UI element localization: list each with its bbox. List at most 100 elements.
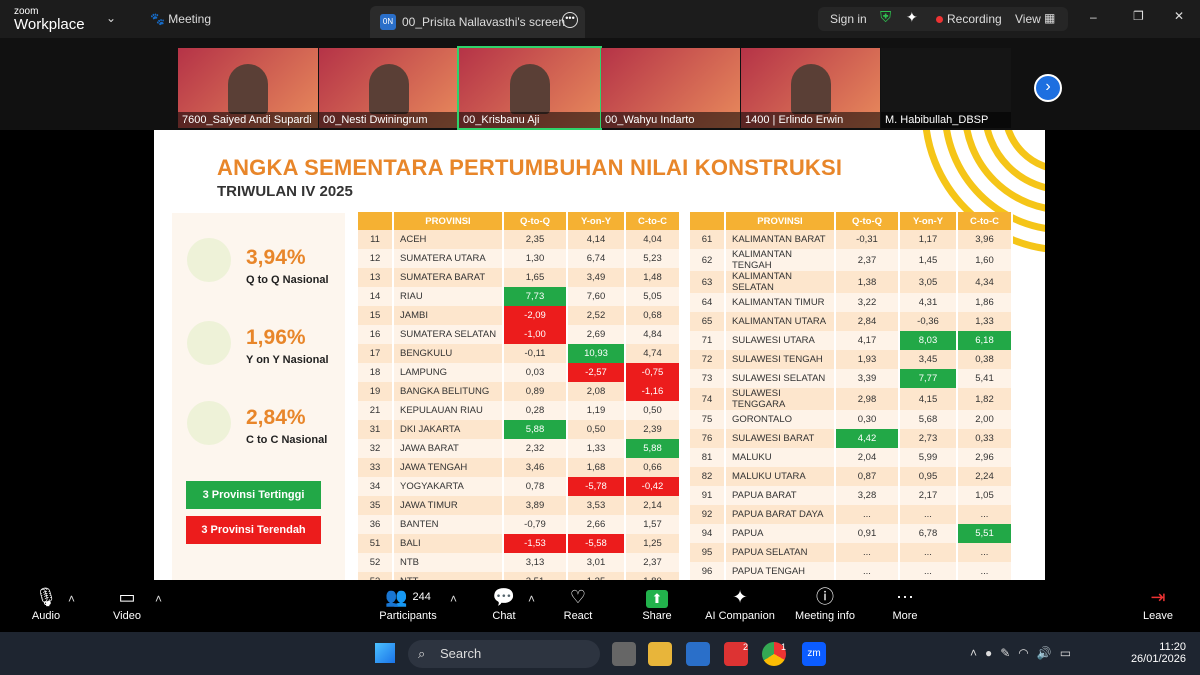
table-cell: -1,16 (625, 382, 681, 401)
table-cell: 0,89 (503, 382, 568, 401)
next-page-chevron-icon[interactable]: › (1034, 74, 1062, 102)
audio-button[interactable]: 🎙 Audio (6, 580, 86, 622)
table-cell: -2,57 (567, 363, 626, 382)
table-cell: 2,37 (835, 249, 900, 271)
restore-button[interactable]: ❐ (1133, 9, 1144, 23)
table-cell: RIAU (393, 287, 504, 306)
table-cell: 1,48 (625, 268, 681, 287)
windows-start-icon[interactable] (375, 643, 395, 663)
table-row: 72 SULAWESI TENGAH 1,93 3,45 0,38 (690, 350, 1013, 369)
table-cell: KALIMANTAN SELATAN (725, 271, 836, 293)
table-cell: 51 (358, 534, 394, 553)
table-cell: 1,86 (957, 293, 1013, 312)
table-cell: 0,50 (625, 401, 681, 420)
table-cell: 1,45 (899, 249, 958, 271)
table-cell: 2,04 (835, 448, 900, 467)
table-cell: 61 (690, 230, 726, 249)
table-cell: MALUKU UTARA (725, 467, 836, 486)
table-cell: KALIMANTAN BARAT (725, 230, 836, 249)
table-cell: JAMBI (393, 306, 504, 325)
table-cell: 1,93 (835, 350, 900, 369)
table-cell: PAPUA SELATAN (725, 543, 836, 562)
ai-companion-button[interactable]: ✦ AI Companion (700, 580, 780, 622)
table-cell: 0,78 (503, 477, 568, 496)
clock[interactable]: 11:20 26/01/2026 (1130, 641, 1186, 665)
chat-chevron-icon[interactable]: ˄ (528, 592, 536, 606)
screen-share-tab[interactable]: 0N 00_Prisita Nallavasthi's screen ••• (370, 6, 585, 38)
table-row: 12 SUMATERA UTARA 1,30 6,74 5,23 (358, 249, 681, 268)
table-row: 36 BANTEN -0,79 2,66 1,57 (358, 515, 681, 534)
shield-check-icon[interactable]: ⛨ (880, 9, 892, 26)
view-button[interactable]: View (1015, 12, 1041, 26)
table-row: 31 DKI JAKARTA 5,88 0,50 2,39 (358, 420, 681, 439)
table-cell: -0,42 (625, 477, 681, 496)
table-cell: 2,51 (503, 572, 568, 580)
participants-chevron-icon[interactable]: ˄ (450, 592, 458, 606)
close-button[interactable]: ✕ (1174, 9, 1185, 23)
windows-taskbar (0, 632, 1200, 675)
table-cell: ... (835, 543, 900, 562)
react-button[interactable]: ♡ React (538, 580, 618, 622)
task-view-icon[interactable] (612, 642, 636, 666)
share-button[interactable]: ⬆ Share (617, 580, 697, 622)
video-button[interactable]: ▭ Video (87, 580, 167, 622)
table-cell: 4,34 (957, 271, 1013, 293)
recording-indicator[interactable]: Recording (947, 12, 1002, 26)
table-cell: 3,13 (503, 553, 568, 572)
table-cell: KALIMANTAN UTARA (725, 312, 836, 331)
table-row: 74 SULAWESI TENGGARA 2,98 4,15 1,82 (690, 388, 1013, 410)
taskbar-search[interactable]: ⌕ Search (408, 640, 600, 668)
more-options-icon[interactable]: ••• (562, 12, 578, 28)
table-row: 53NTT2,511,351,80 (358, 572, 681, 580)
ai-label: AI Companion (705, 610, 775, 622)
meeting-menu[interactable]: 🐾 Meeting (150, 12, 211, 26)
title-bar: zoom Workplace ⌄ 🐾 Meeting 0N 00_Prisita… (0, 0, 1200, 38)
table-cell: -0,75 (625, 363, 681, 382)
defender-icon[interactable] (686, 642, 710, 666)
chevron-down-icon[interactable]: ⌄ (106, 11, 117, 25)
table-row: 76 SULAWESI BARAT 4,42 2,73 0,33 (690, 429, 1013, 448)
system-tray-icons[interactable]: ˄●✎◠🔊▭ (970, 646, 1080, 660)
audio-options-chevron-icon[interactable]: ˄ (68, 592, 76, 606)
participant-name: 00_Nesti Dwiningrum (319, 112, 458, 128)
zoom-logo: zoom (14, 6, 39, 17)
table-cell: DKI JAKARTA (393, 420, 504, 439)
table-cell: JAWA TENGAH (393, 458, 504, 477)
table-cell: -1,00 (503, 325, 568, 344)
table-cell: 82 (690, 467, 726, 486)
chat-button[interactable]: 💬 Chat (464, 580, 544, 622)
participant-tile[interactable]: M. Habibullah_DBSP (881, 48, 1011, 128)
participant-tile[interactable]: 00_Krisbanu Aji (457, 46, 602, 130)
sign-in-button[interactable]: Sign in (830, 12, 867, 26)
participants-button[interactable]: 👥 244 Participants (368, 580, 448, 622)
table-cell: 0,95 (899, 467, 958, 486)
table-cell: SUMATERA SELATAN (393, 325, 504, 344)
meeting-info-button[interactable]: ⓘ Meeting info (785, 580, 865, 622)
table-cell: 75 (690, 410, 726, 429)
leave-button[interactable]: ⇥ Leave (1118, 580, 1198, 622)
participant-tile[interactable]: 00_Wahyu Indarto (601, 48, 740, 128)
participant-tile[interactable]: 00_Nesti Dwiningrum (319, 48, 458, 128)
video-options-chevron-icon[interactable]: ˄ (155, 592, 163, 606)
zoom-taskbar-icon[interactable]: zm (802, 642, 826, 666)
stat-value: 1,96% (246, 326, 306, 349)
people-icon: 👥 (385, 587, 408, 607)
table-cell: 21 (358, 401, 394, 420)
table-cell: 4,31 (899, 293, 958, 312)
table-cell: 0,87 (835, 467, 900, 486)
table-cell: 1,68 (567, 458, 626, 477)
sparkle-icon[interactable]: ✦ (906, 9, 918, 25)
table-cell: 1,35 (567, 572, 626, 580)
table-cell: ... (957, 543, 1013, 562)
more-button[interactable]: ⋯ More (865, 580, 945, 622)
participant-tile[interactable]: 7600_Saiyed Andi Supardi (178, 48, 318, 128)
participant-tile[interactable]: 1400 | Erlindo Erwin (741, 48, 880, 128)
table-row: 92 PAPUA BARAT DAYA......... (690, 505, 1013, 524)
minimize-button[interactable]: – (1090, 10, 1097, 24)
table-cell: 81 (690, 448, 726, 467)
app-icon[interactable]: 2 (724, 642, 748, 666)
participant-count: 244 (412, 591, 431, 603)
avatar: 0N (380, 14, 396, 30)
chrome-icon[interactable]: 1 (762, 642, 786, 666)
file-explorer-icon[interactable] (648, 642, 672, 666)
